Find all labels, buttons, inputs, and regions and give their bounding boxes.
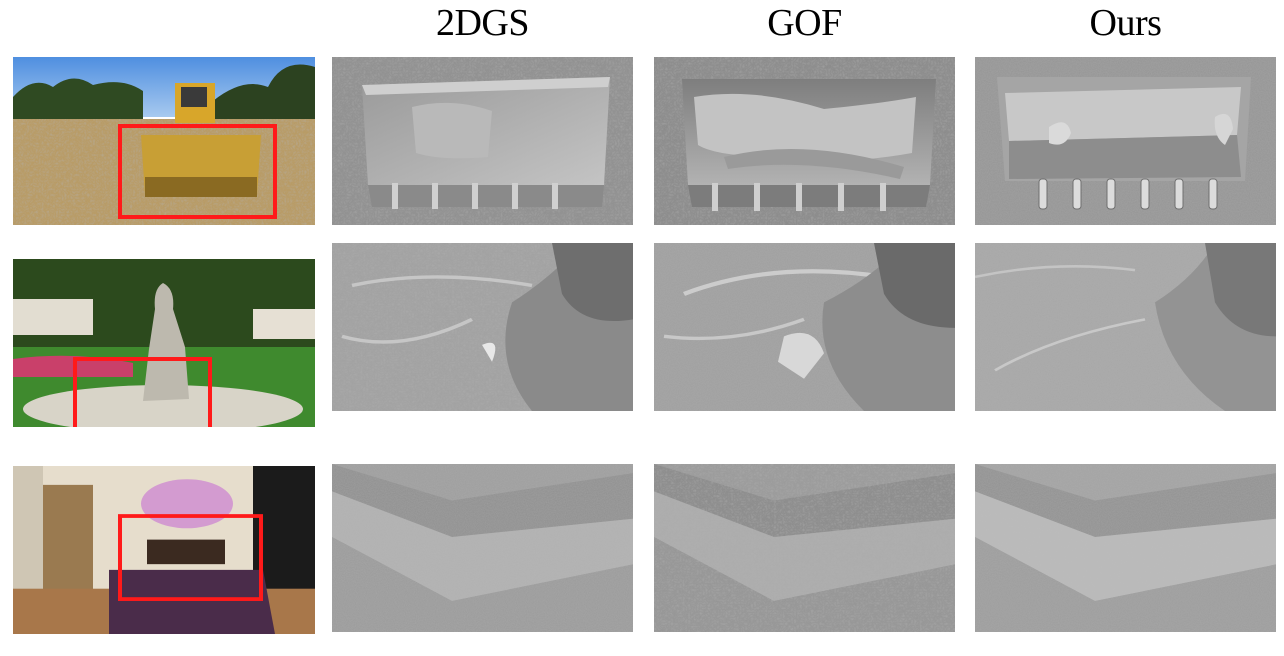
- mesh-2dgs-bulldozer: [332, 57, 633, 225]
- mesh-ours-bonsai: [975, 464, 1276, 632]
- input-photo-statue: [13, 259, 315, 427]
- mesh-gof-bulldozer: [654, 57, 955, 225]
- column-header-2dgs: 2DGS: [435, 2, 530, 44]
- mesh-ours-bulldozer: [975, 57, 1276, 225]
- mesh-2dgs-bonsai: [332, 464, 633, 632]
- mesh-2dgs-statue: [332, 243, 633, 411]
- column-header-gof: GOF: [767, 2, 842, 44]
- input-photo-bonsai: [13, 466, 315, 634]
- highlight-box: [73, 357, 212, 427]
- input-photo-bulldozer: [13, 57, 315, 225]
- highlight-box: [118, 514, 263, 601]
- mesh-gof-bonsai: [654, 464, 955, 632]
- mesh-ours-statue: [975, 243, 1276, 411]
- mesh-gof-statue: [654, 243, 955, 411]
- column-header-ours: Ours: [1089, 2, 1162, 44]
- highlight-box: [118, 124, 277, 219]
